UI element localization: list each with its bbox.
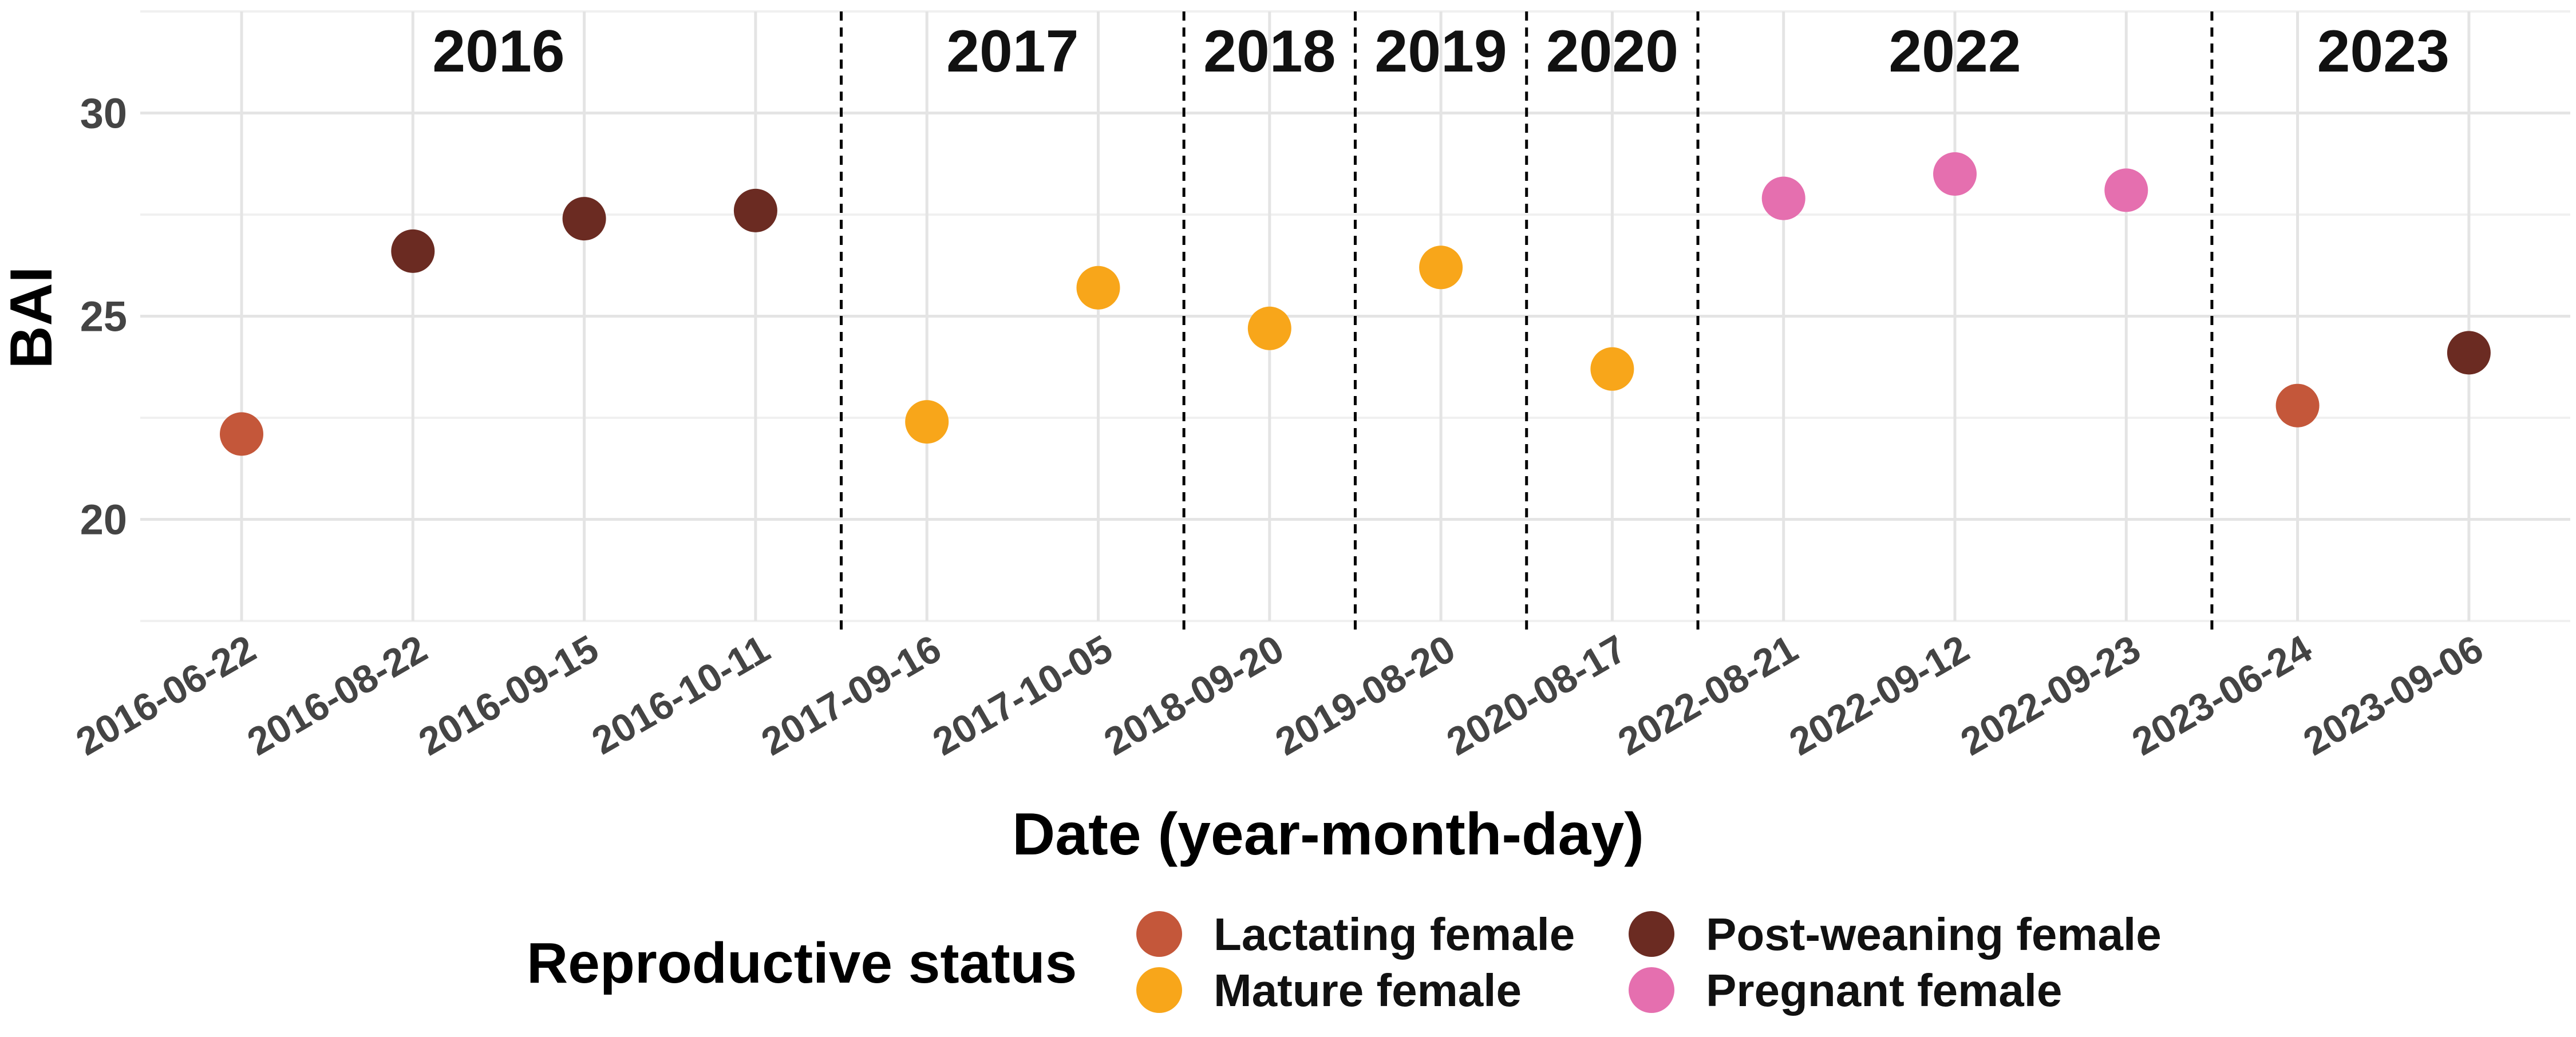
x-tick-label: 2018-09-20 <box>1097 627 1291 764</box>
legend-label: Lactating female <box>1214 909 1575 960</box>
data-point <box>220 412 263 456</box>
legend-label: Post-weaning female <box>1706 909 2162 960</box>
data-point <box>1247 306 1291 350</box>
legend-label: Mature female <box>1214 965 1522 1016</box>
x-tick-label: 2023-06-24 <box>2125 627 2319 764</box>
data-point <box>1590 347 1634 391</box>
data-points <box>220 152 2491 456</box>
data-point <box>391 229 435 273</box>
legend-swatch <box>1136 967 1182 1013</box>
year-label: 2019 <box>1374 18 1507 85</box>
year-label: 2018 <box>1203 18 1336 85</box>
year-label: 2017 <box>946 18 1078 85</box>
y-axis-title: BAI <box>0 266 65 369</box>
x-ticks: 2016-06-222016-08-222016-09-152016-10-11… <box>69 627 2490 764</box>
year-label: 2023 <box>2317 18 2449 85</box>
year-label: 2020 <box>1546 18 1678 85</box>
x-tick-label: 2022-08-21 <box>1611 627 1805 764</box>
x-tick-label: 2016-09-15 <box>412 627 606 764</box>
data-point <box>1076 266 1120 310</box>
data-point <box>562 197 606 241</box>
y-tick-label: 30 <box>80 90 127 137</box>
legend: Reproductive status Lactating femaleMatu… <box>527 909 2162 1016</box>
legend-swatch <box>1136 911 1182 957</box>
legend-swatch <box>1629 911 1674 957</box>
x-tick-label: 2020-08-17 <box>1440 627 1634 764</box>
x-tick-label: 2023-09-06 <box>2296 627 2490 764</box>
data-point <box>2275 383 2320 428</box>
year-dividers <box>840 11 2214 630</box>
legend-label: Pregnant female <box>1706 965 2062 1016</box>
year-labels: 2016 2017 2018 2019 2020 2022 2023 <box>432 18 2449 85</box>
x-tick-label: 2017-10-05 <box>926 627 1120 764</box>
data-point <box>905 400 949 444</box>
data-point <box>1933 152 1977 196</box>
x-tick-label: 2016-08-22 <box>240 627 434 764</box>
x-tick-label: 2022-09-23 <box>1954 627 2148 764</box>
data-point <box>733 188 777 232</box>
x-tick-label: 2017-09-16 <box>754 627 948 764</box>
x-axis-title: Date (year-month-day) <box>1012 801 1644 868</box>
y-tick-label: 25 <box>80 293 127 341</box>
x-tick-label: 2016-10-11 <box>584 627 777 763</box>
year-label: 2016 <box>432 18 564 85</box>
data-point <box>2104 168 2148 212</box>
legend-swatch <box>1629 967 1674 1013</box>
data-point <box>1419 246 1463 290</box>
x-tick-label: 2016-06-22 <box>69 627 263 764</box>
x-tick-label: 2019-08-20 <box>1268 627 1462 764</box>
x-tick-label: 2022-09-12 <box>1782 627 1976 764</box>
y-tick-label: 20 <box>80 496 127 544</box>
year-label: 2022 <box>1888 18 2021 85</box>
data-point <box>1761 176 1805 220</box>
legend-title: Reproductive status <box>527 931 1077 995</box>
data-point <box>2447 331 2491 375</box>
y-ticks: 20 25 30 <box>80 90 127 544</box>
